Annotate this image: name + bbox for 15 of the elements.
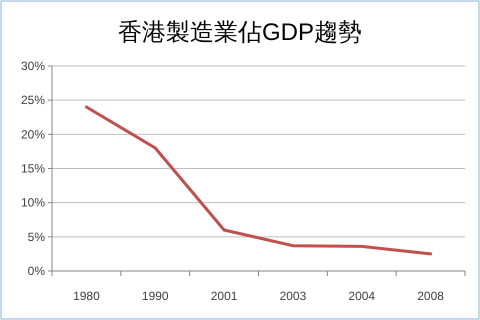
x-tick-label: 2001 [210,289,238,303]
line-series [84,106,432,256]
y-tick-label: 0% [28,264,46,278]
y-tick-label: 10% [20,196,46,210]
y-tick-label: 5% [28,230,46,244]
x-tick-label: 1990 [142,289,169,303]
y-tick-label: 25% [20,93,46,108]
y-tick-label: 15% [20,162,46,176]
chart-title: 香港製造業佔GDP趨勢 [118,19,362,46]
x-tick-label: 2004 [348,289,376,303]
x-tick-label: 2003 [280,289,307,303]
y-tick-label: 30% [20,59,46,73]
x-tick-label: 1980 [73,289,100,303]
x-tick-label: 2008 [417,289,444,303]
y-tick-label: 20% [20,127,46,142]
